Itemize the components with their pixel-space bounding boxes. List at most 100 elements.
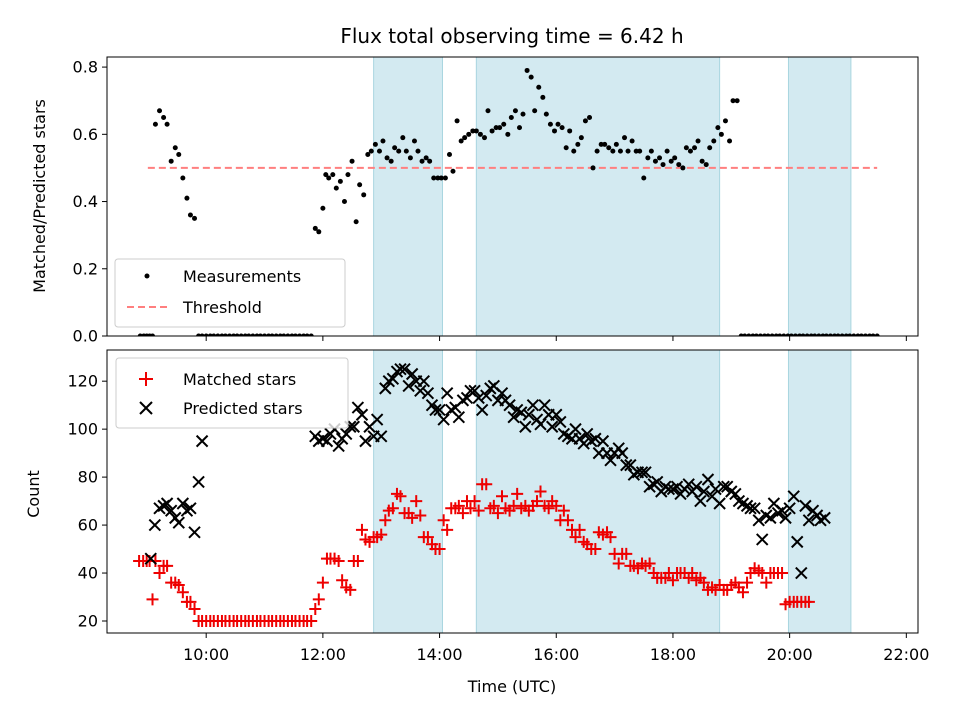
measurement-point: [722, 118, 728, 124]
measurement-point: [365, 151, 371, 157]
x-axis-label: Time (UTC): [467, 677, 556, 696]
predicted-star-point: [717, 480, 730, 493]
predicted-star-point: [662, 482, 676, 496]
predicted-star-point: [748, 502, 761, 515]
top-legend-box: [114, 258, 346, 328]
predicted-star-point: [775, 504, 789, 517]
predicted-star-point: [779, 511, 792, 525]
measurement-point: [157, 108, 163, 114]
predicted-star-point: [550, 408, 563, 421]
measurement-point: [477, 131, 483, 137]
measurement-point: [734, 98, 740, 104]
predicted-star-point: [709, 482, 722, 496]
measurement-point: [411, 138, 417, 144]
measurement-point: [392, 145, 398, 151]
measurement-point: [524, 67, 530, 73]
top-y-tick-label: 0.8: [73, 58, 98, 77]
matched-star-point: [172, 579, 185, 592]
predicted-star-point: [176, 497, 190, 510]
measurement-point: [587, 115, 593, 121]
predicted-star-point: [164, 504, 178, 517]
measurement-point: [547, 121, 553, 127]
measurement-point: [637, 148, 643, 154]
predicted-star-point: [452, 410, 466, 424]
bottom-legend: Matched stars Predicted stars: [115, 357, 349, 429]
measurement-point: [687, 148, 693, 154]
measurement-point: [606, 145, 612, 151]
predicted-star-point: [515, 406, 528, 419]
matched-star-point: [531, 495, 544, 508]
matched-star-point: [351, 555, 364, 568]
measurement-point: [345, 172, 351, 178]
measurement-point: [536, 84, 542, 90]
measurement-point: [297, 333, 303, 336]
predicted-star-point: [398, 362, 411, 376]
measurement-point: [508, 115, 514, 121]
measurement-point: [602, 141, 608, 147]
measurement-point: [353, 219, 359, 225]
predicted-star-point: [670, 480, 684, 493]
predicted-star-point: [507, 410, 520, 424]
predicted-star-point: [783, 502, 796, 515]
x-tick-label: 20:00: [767, 645, 813, 664]
measurement-point: [446, 151, 452, 157]
measurement-point: [727, 138, 733, 144]
predicted-star-point: [347, 420, 361, 433]
predicted-star-point: [144, 552, 157, 565]
measurement-point: [361, 192, 367, 198]
measurement-point: [870, 333, 876, 336]
measurement-point: [582, 118, 588, 124]
predicted-star-point: [192, 475, 205, 489]
measurement-point: [458, 138, 464, 144]
measurement-point: [812, 333, 818, 336]
matched-star-point: [741, 576, 754, 589]
top-y-tick-label: 0.0: [73, 327, 98, 346]
matched-star-point: [487, 499, 500, 512]
top-observing-window: [373, 56, 443, 337]
measurement-point: [668, 158, 674, 164]
top-frame: [106, 56, 919, 337]
measurement-point: [804, 333, 810, 336]
measurement-point: [652, 158, 658, 164]
measurement-point: [384, 155, 390, 161]
measurement-point: [227, 333, 233, 336]
measurement-point: [617, 148, 623, 154]
legend-measurements-label: Measurements: [183, 267, 301, 286]
measurement-point: [851, 333, 857, 336]
predicted-star-point: [375, 430, 388, 443]
bottom-y-tick-label: 120: [67, 372, 98, 391]
measurement-point: [505, 131, 511, 137]
measurement-point: [187, 212, 193, 218]
measurement-point: [415, 148, 421, 154]
bottom-observing-window: [373, 349, 443, 634]
measurement-point: [454, 118, 460, 124]
measurement-point: [341, 199, 347, 205]
measurement-point: [622, 135, 628, 141]
measurement-point: [788, 333, 794, 336]
top-observing-window: [475, 56, 721, 337]
predicted-star-point: [355, 408, 369, 421]
matched-star-point: [468, 495, 481, 508]
measurement-point: [176, 151, 182, 157]
predicted-star-point: [554, 415, 567, 429]
measurement-point: [746, 333, 752, 336]
predicted-star-point: [320, 434, 334, 448]
measurement-point: [520, 111, 526, 117]
predicted-star-point: [386, 372, 400, 385]
predicted-star-point: [713, 497, 726, 510]
measurement-point: [368, 148, 374, 154]
x-tick-label: 16:00: [533, 645, 579, 664]
measurement-point: [695, 138, 701, 144]
matched-star-point: [534, 485, 547, 498]
measurement-point: [753, 333, 759, 336]
matched-star-point: [379, 514, 392, 527]
measurement-point: [180, 175, 186, 181]
measurement-point: [633, 148, 639, 154]
measurement-point: [269, 333, 275, 336]
measurement-point: [683, 145, 689, 151]
matched-star-point: [184, 595, 197, 608]
predicted-star-point: [519, 420, 532, 433]
x-tick-label: 14:00: [417, 645, 463, 664]
measurement-point: [629, 138, 635, 144]
